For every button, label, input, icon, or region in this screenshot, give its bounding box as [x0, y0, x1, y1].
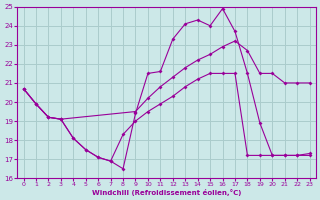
X-axis label: Windchill (Refroidissement éolien,°C): Windchill (Refroidissement éolien,°C)	[92, 189, 241, 196]
